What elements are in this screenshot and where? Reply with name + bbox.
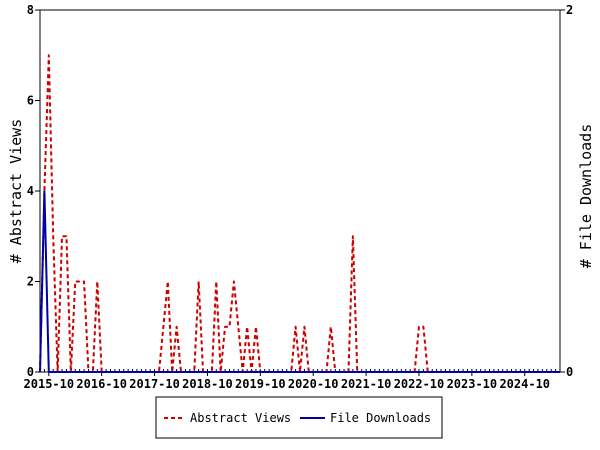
x-tick-label: 2017-10 bbox=[129, 377, 180, 391]
x-axis: 2015-10 2016-10 2017-10 2018-10 2019-10 2020-… bbox=[24, 372, 550, 391]
x-tick-label: 2022-10 bbox=[394, 377, 445, 391]
x-tick-label: 2021-10 bbox=[341, 377, 392, 391]
series-line-abstract-views bbox=[39, 54, 560, 373]
x-tick-label: 2020-10 bbox=[288, 377, 339, 391]
x-tick-label: 2023-10 bbox=[447, 377, 498, 391]
y-right-tick-label: 0 bbox=[566, 365, 573, 379]
legend: Abstract Views File Downloads bbox=[155, 396, 443, 439]
y-left-tick-label: 4 bbox=[27, 184, 34, 198]
series-layer bbox=[39, 54, 560, 373]
y-left-tick-label: 8 bbox=[27, 3, 34, 17]
legend-label-file-downloads: File Downloads bbox=[330, 411, 431, 425]
legend-box bbox=[155, 396, 443, 439]
x-tick-label: 2024-10 bbox=[499, 377, 550, 391]
x-tick-label: 2016-10 bbox=[76, 377, 127, 391]
legend-label-abstract-views: Abstract Views bbox=[190, 411, 291, 425]
y-left-tick-label: 6 bbox=[27, 94, 34, 108]
y-right-axis-title: # File Downloads bbox=[577, 124, 595, 269]
y-left-tick-label: 0 bbox=[27, 365, 34, 379]
x-tick-label: 2015-10 bbox=[24, 377, 75, 391]
x-tick-label: 2019-10 bbox=[235, 377, 286, 391]
series-line-file-downloads bbox=[39, 190, 560, 373]
y-right-tick-label: 2 bbox=[566, 3, 573, 17]
y-left-axis-title: # Abstract Views bbox=[7, 119, 25, 264]
y-left-axis: 0 2 4 6 8 bbox=[27, 3, 40, 379]
x-tick-label: 2018-10 bbox=[182, 377, 233, 391]
y-right-axis: 02 bbox=[560, 3, 573, 379]
y-left-tick-label: 2 bbox=[27, 275, 34, 289]
